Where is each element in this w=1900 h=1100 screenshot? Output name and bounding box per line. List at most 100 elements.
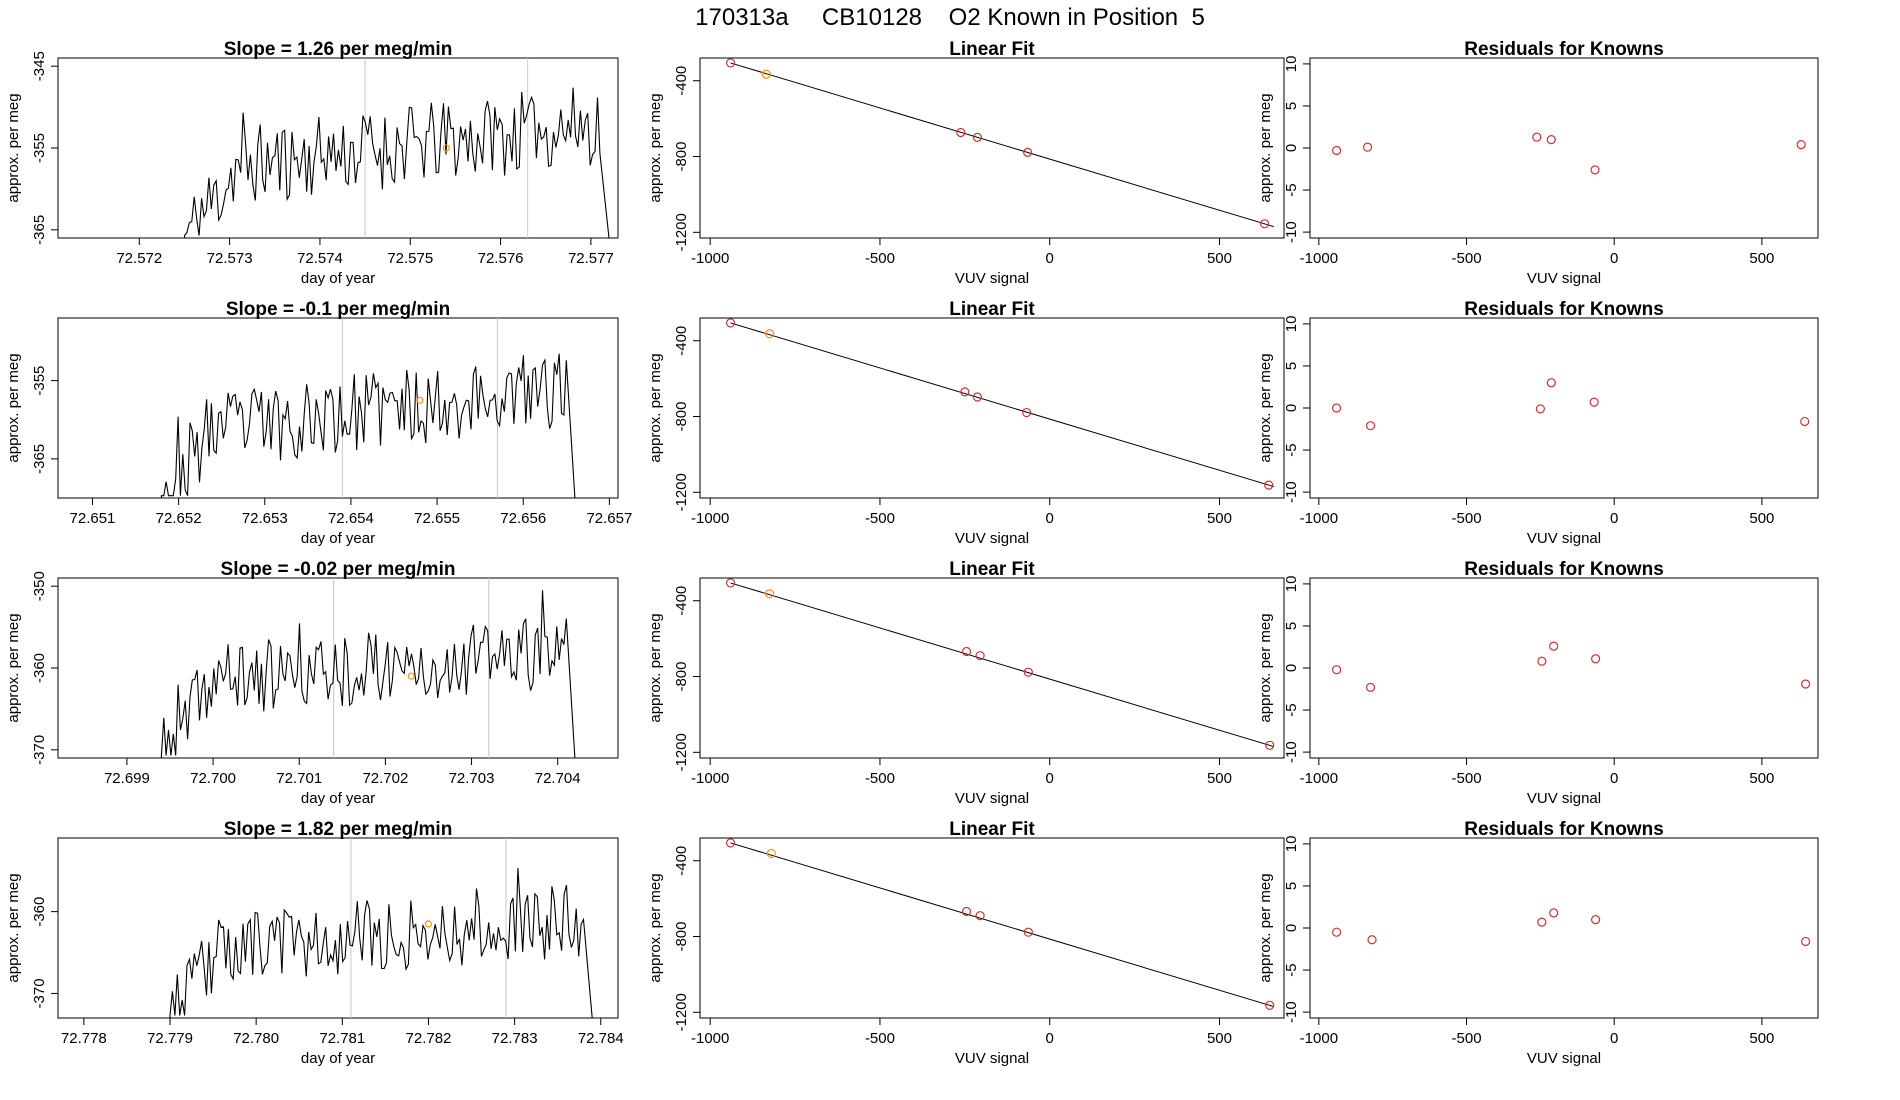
row1-residuals-point — [1532, 132, 1542, 142]
row4-residuals-xtick-label: -1000 — [1300, 1030, 1338, 1047]
row3-trace-ytick-label: -350 — [31, 571, 48, 601]
row3-residuals-ytick-label: 0 — [1283, 664, 1300, 672]
row1-residuals-point — [1590, 165, 1600, 175]
row2-trace-xtick-label: 72.651 — [70, 510, 116, 527]
row3-trace-xtick-label: 72.702 — [362, 770, 408, 787]
row2-fit-frame — [699, 317, 1285, 499]
row1-fit-point — [1023, 147, 1033, 157]
row2-residuals-xtick-label: -500 — [1452, 510, 1482, 527]
row4-fit-point — [766, 848, 776, 859]
row1-fit-frame — [699, 57, 1285, 239]
row4-residuals-xtick-label: 500 — [1749, 1030, 1774, 1047]
row1-residuals-xtick-label: -500 — [1452, 250, 1482, 267]
row3-residuals-point — [1365, 682, 1376, 692]
row1-residuals-ytick-label: -10 — [1283, 221, 1300, 243]
row4-trace-xtick-label: 72.781 — [319, 1030, 365, 1047]
row2-trace-xtick-label: 72.657 — [586, 510, 632, 527]
row3-fit-point — [765, 589, 775, 599]
row1-fit-point — [972, 132, 983, 142]
row3-fit-point — [725, 578, 736, 588]
row3-trace-xlabel: day of year — [301, 790, 375, 807]
row4-trace-xtick-label: 72.782 — [406, 1030, 452, 1047]
row4-trace-marker — [424, 920, 433, 928]
row2-fit-point — [765, 329, 775, 339]
row3-trace-series-line — [66, 590, 576, 759]
row3-residuals-ylabel: approx. per meg — [1257, 613, 1274, 722]
row2-residuals-title: Residuals for Knowns — [1464, 299, 1664, 320]
row1-fit-point — [725, 58, 736, 68]
row2-residuals-ylabel: approx. per meg — [1257, 353, 1274, 462]
row4-trace-ytick-label: -370 — [31, 978, 48, 1008]
row3-residuals-point — [1549, 641, 1559, 651]
row3-fit-xtick-label: -500 — [865, 770, 895, 787]
row2-fit-point — [725, 318, 736, 328]
row4-fit-title: Linear Fit — [949, 819, 1035, 840]
row2-fit-xtick-label: 500 — [1207, 510, 1232, 527]
row2-fit-xlabel: VUV signal — [955, 530, 1029, 547]
row4-fit-point — [725, 838, 736, 848]
row2-fit-point — [1264, 480, 1274, 490]
row3-fit-title: Linear Fit — [949, 559, 1035, 580]
row2-residuals-point — [1800, 416, 1810, 427]
row2-residuals-ytick-label: 5 — [1283, 362, 1300, 370]
row1-residuals-ytick-label: 5 — [1283, 102, 1300, 110]
row1-fit-xlabel: VUV signal — [955, 270, 1029, 287]
row1-fit-xtick-label: -1000 — [691, 250, 729, 267]
row2-residuals-ytick-label: -5 — [1283, 443, 1300, 456]
row4-trace-ytick-label: -360 — [31, 897, 48, 927]
row4-fit-ytick-label: -800 — [673, 922, 690, 952]
row4-trace-xtick-label: 72.783 — [492, 1030, 538, 1047]
row4-residuals-point — [1331, 927, 1342, 937]
row4-residuals-ytick-label: 10 — [1283, 836, 1300, 853]
row1-fit-point — [761, 69, 771, 79]
row3-fit-point — [961, 646, 972, 657]
row1-residuals-point — [1546, 134, 1556, 145]
row2-residuals-xtick-label: 500 — [1749, 510, 1774, 527]
row2-fit-xtick-label: -1000 — [691, 510, 729, 527]
row3-trace-ytick-label: -370 — [31, 735, 48, 765]
row4-trace-xtick-label: 72.778 — [61, 1030, 107, 1047]
row4-fit-ylabel: approx. per meg — [647, 873, 664, 982]
row3-fit-xtick-label: -1000 — [691, 770, 729, 787]
row3-fit-xtick-label: 500 — [1207, 770, 1232, 787]
row3-fit-frame — [699, 577, 1285, 759]
row4-fit-frame — [699, 837, 1285, 1019]
row2-trace-ytick-label: -355 — [31, 366, 48, 396]
row2-trace-xtick-label: 72.652 — [156, 510, 202, 527]
row4-trace-title: Slope = 1.82 per meg/min — [224, 819, 453, 840]
row4-fit-point — [1023, 927, 1033, 937]
row2-trace-ylabel: approx. per meg — [5, 353, 22, 462]
row1-fit-ytick-label: -400 — [673, 66, 690, 96]
row4-trace-xlabel: day of year — [301, 1050, 375, 1067]
row1-residuals-point — [1796, 140, 1806, 150]
row2-trace-xtick-label: 72.656 — [500, 510, 546, 527]
row3-trace-xtick-label: 72.704 — [535, 770, 581, 787]
row2-trace-series-line — [66, 353, 576, 499]
row2-trace-xtick-label: 72.653 — [242, 510, 288, 527]
row2-residuals-frame — [1309, 317, 1819, 499]
row3-residuals-ytick-label: -5 — [1283, 703, 1300, 716]
row3-fit-xlabel: VUV signal — [955, 790, 1029, 807]
row3-trace-xtick-label: 72.701 — [276, 770, 322, 787]
row1-fit-point — [956, 127, 966, 138]
row2-fit-xtick-label: 0 — [1046, 510, 1054, 527]
row3-residuals-ytick-label: 5 — [1283, 622, 1300, 630]
row4-fit-xtick-label: -1000 — [691, 1030, 729, 1047]
row4-fit-xtick-label: -500 — [865, 1030, 895, 1047]
row1-trace-ytick-label: -355 — [31, 133, 48, 163]
row2-residuals-point — [1546, 378, 1556, 388]
row4-residuals-xlabel: VUV signal — [1527, 1050, 1601, 1067]
row1-fit-xtick-label: 500 — [1207, 250, 1232, 267]
row3-trace-xtick-label: 72.699 — [104, 770, 150, 787]
row1-residuals-title: Residuals for Knowns — [1464, 39, 1664, 60]
row3-fit-fit-line — [730, 582, 1274, 748]
row1-trace-xtick-label: 72.577 — [568, 250, 614, 267]
row3-trace-ytick-label: -360 — [31, 653, 48, 683]
row4-fit-ytick-label: -1200 — [673, 993, 690, 1031]
row1-residuals-ytick-label: 0 — [1283, 144, 1300, 152]
row3-fit-ytick-label: -1200 — [673, 733, 690, 771]
row2-fit-ytick-label: -400 — [673, 326, 690, 356]
row3-fit-ytick-label: -400 — [673, 586, 690, 616]
row3-fit-point — [1265, 740, 1275, 750]
row4-residuals-point — [1549, 908, 1559, 918]
